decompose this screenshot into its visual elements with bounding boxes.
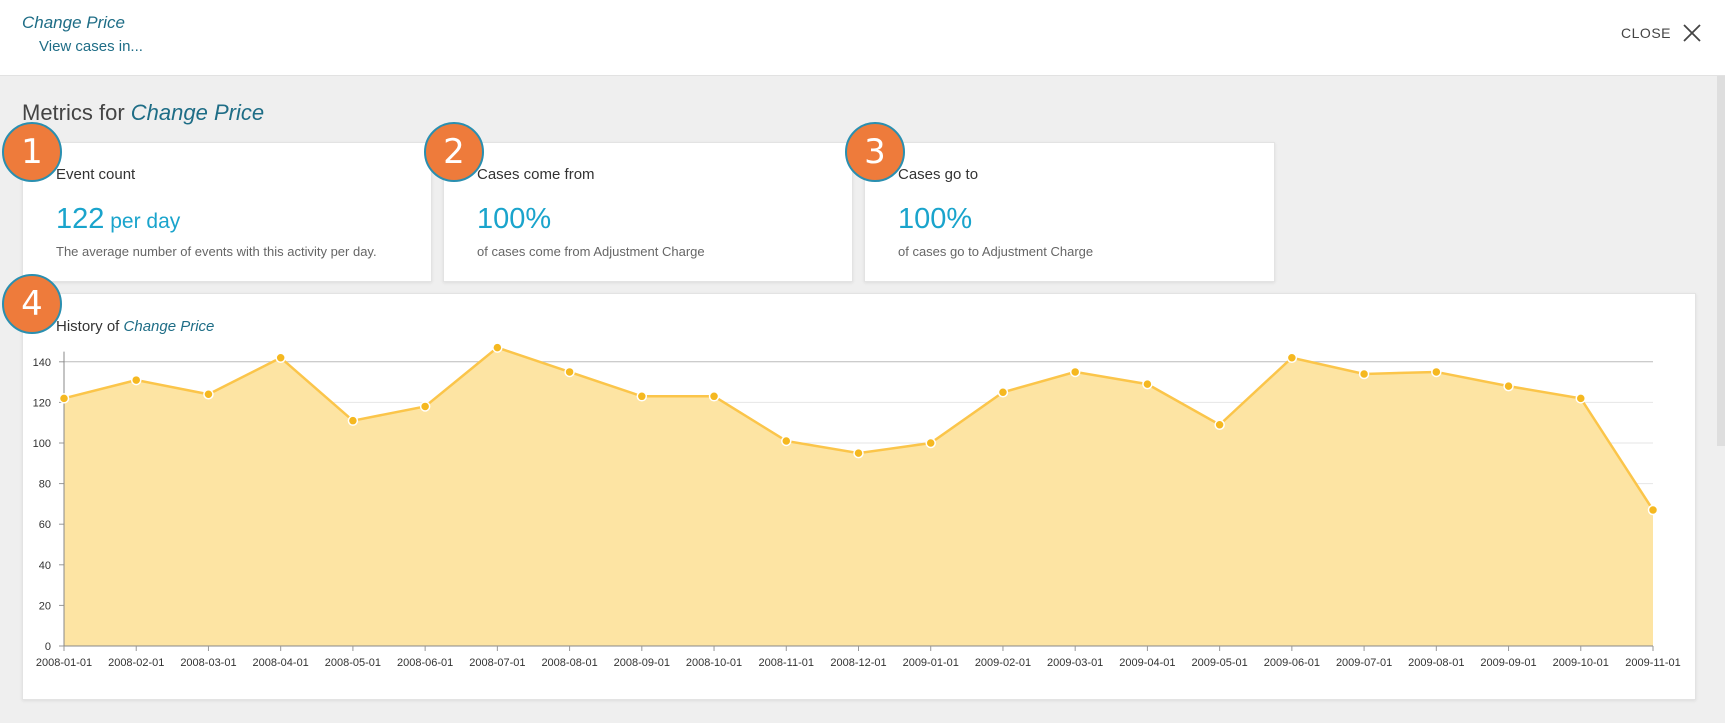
close-button[interactable]: CLOSE: [1621, 22, 1703, 44]
card-value: 100%: [477, 203, 551, 236]
x-tick-label: 2008-08-01: [541, 657, 597, 669]
page-title-activity: Change Price: [130, 100, 265, 125]
x-tick-label: 2009-09-01: [1480, 657, 1536, 669]
x-tick-label: 2008-07-01: [469, 657, 525, 669]
x-tick-label: 2008-02-01: [108, 657, 164, 669]
badge-4: 4: [2, 274, 62, 334]
y-tick-label: 60: [39, 519, 51, 531]
x-tick-label: 2009-08-01: [1408, 657, 1464, 669]
data-point: [1503, 380, 1514, 392]
close-icon: [1683, 24, 1701, 42]
cases-come-from-card: Cases come from 100% of cases come from …: [443, 142, 853, 282]
data-point: [1358, 368, 1370, 380]
card-description: The average number of events with this a…: [56, 244, 377, 259]
x-tick-label: 2008-10-01: [686, 657, 742, 669]
scrollbar[interactable]: [1717, 76, 1725, 446]
card-value: 100%: [898, 203, 972, 236]
x-tick-label: 2008-03-01: [180, 657, 236, 669]
data-point: [1286, 352, 1298, 363]
data-point: [419, 401, 431, 412]
x-tick-label: 2009-01-01: [903, 657, 959, 669]
data-point: [275, 352, 286, 363]
card-value-number: 122: [56, 203, 105, 235]
x-tick-label: 2009-04-01: [1119, 657, 1175, 669]
data-point: [1575, 393, 1587, 404]
history-card: History of Change Price 0 20 40 60 80 100 120 1…: [22, 293, 1696, 700]
data-point: [781, 435, 792, 447]
data-point: [58, 393, 70, 404]
y-tick-label: 120: [33, 397, 51, 409]
data-point: [564, 366, 575, 378]
page-title: Metrics for Change Price: [22, 100, 264, 126]
y-tick-label: 100: [33, 438, 51, 450]
x-tick-label: 2009-03-01: [1047, 657, 1103, 669]
card-value-number: 100%: [898, 203, 973, 235]
data-point: [853, 447, 864, 459]
data-point: [203, 389, 214, 400]
data-point: [1647, 504, 1659, 516]
page-title-prefix: Metrics for: [22, 100, 131, 125]
history-title-activity: Change Price: [123, 318, 215, 335]
data-point: [636, 391, 648, 402]
card-value-number: 100%: [477, 203, 552, 235]
card-description: of cases go to Adjustment Charge: [898, 244, 1094, 259]
x-tick-label: 2009-07-01: [1336, 657, 1392, 669]
card-title: Cases come from: [477, 166, 595, 183]
history-title: History of Change Price: [56, 318, 214, 335]
x-tick-label: 2009-10-01: [1553, 657, 1609, 669]
data-point: [997, 387, 1009, 398]
event-count-card: Event count 122 per day The average numb…: [22, 142, 432, 282]
data-point: [708, 391, 720, 402]
x-tick-label: 2008-12-01: [830, 657, 886, 669]
y-tick-label: 40: [39, 560, 51, 572]
y-tick-label: 140: [33, 357, 51, 369]
data-point: [1214, 419, 1225, 430]
badge-2: 2: [424, 122, 484, 182]
activity-name: Change Price: [22, 13, 126, 32]
badge-1: 1: [2, 122, 62, 182]
history-title-prefix: History of: [56, 318, 124, 335]
close-label: CLOSE: [1621, 25, 1671, 41]
data-point: [1431, 366, 1442, 378]
data-point: [1069, 366, 1081, 378]
y-tick-label: 80: [39, 479, 51, 491]
series-area: [64, 347, 1653, 646]
x-tick-label: 2009-06-01: [1264, 657, 1320, 669]
badge-3: 3: [845, 122, 905, 182]
x-tick-label: 2008-05-01: [325, 657, 381, 669]
y-tick-label: 0: [45, 641, 51, 653]
data-point: [130, 374, 142, 386]
header-bar: Change Price View cases in... CLOSE: [0, 0, 1725, 76]
x-tick-label: 2008-06-01: [397, 657, 453, 669]
x-tick-label: 2008-09-01: [614, 657, 670, 669]
x-tick-label: 2008-01-01: [36, 657, 92, 669]
view-cases-link[interactable]: View cases in...: [39, 38, 143, 55]
history-chart: 0 20 40 60 80 100 120 140 2008-01-01 2008-02-01 20…: [33, 342, 1681, 669]
card-title: Event count: [56, 166, 136, 183]
x-tick-label: 2009-02-01: [975, 657, 1031, 669]
cases-go-to-card: Cases go to 100% of cases go to Adjustme…: [864, 142, 1275, 282]
data-point: [347, 415, 359, 426]
card-description: of cases come from Adjustment Charge: [477, 244, 705, 259]
x-tick-label: 2009-11-01: [1625, 657, 1680, 669]
data-point: [1142, 378, 1153, 390]
data-point: [492, 342, 503, 353]
data-point: [925, 437, 936, 449]
card-value-unit: per day: [104, 210, 181, 233]
x-tick-label: 2009-05-01: [1191, 657, 1247, 669]
card-title: Cases go to: [898, 166, 979, 183]
x-tick-label: 2008-11-01: [759, 657, 814, 669]
x-tick-label: 2008-04-01: [253, 657, 309, 669]
y-tick-label: 20: [39, 600, 51, 612]
card-value: 122 per day: [56, 203, 180, 236]
